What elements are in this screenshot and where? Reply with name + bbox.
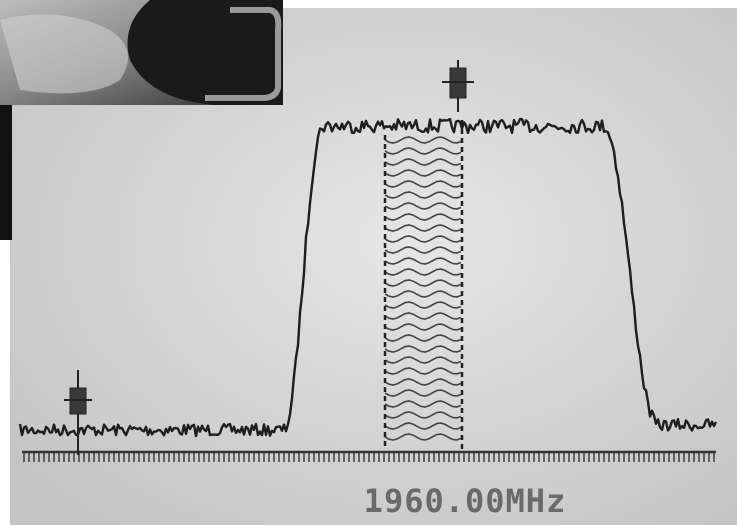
bezel-strip [0,100,12,240]
frequency-readout: 1960.00MHz [364,482,567,520]
photo: 1960.00MHz [0,0,737,525]
page: 1960.00MHz (() => { const data = JSON.pa… [0,0,737,525]
inset-photo [0,0,283,105]
